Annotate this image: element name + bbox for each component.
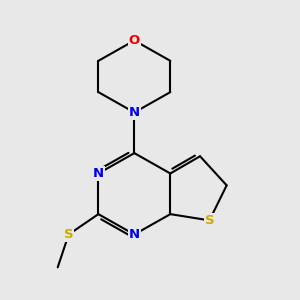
Text: N: N	[129, 106, 140, 119]
Text: S: S	[205, 214, 214, 227]
Text: N: N	[129, 228, 140, 241]
Text: O: O	[129, 34, 140, 47]
Text: S: S	[64, 228, 74, 241]
Text: N: N	[93, 167, 104, 180]
